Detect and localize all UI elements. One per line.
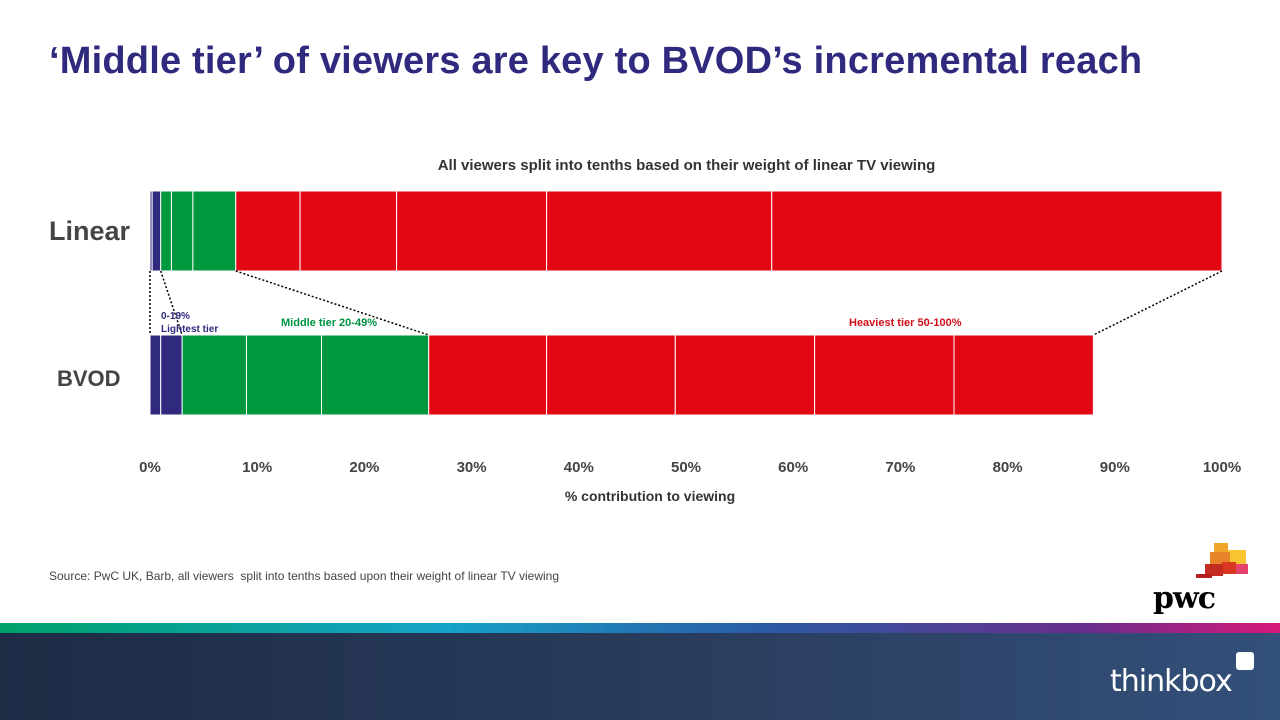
linear-segment-9 — [546, 190, 773, 272]
lightest-tier-label: 0-19% Lightest tier — [161, 310, 218, 336]
x-tick-label: 60% — [778, 459, 808, 476]
tier-connector-lines — [149, 270, 1223, 336]
bvod-segment-4 — [245, 334, 323, 416]
bvod-segment-3 — [181, 334, 247, 416]
linear-segment-2 — [151, 190, 162, 272]
x-tick-label: 80% — [993, 459, 1023, 476]
x-tick-label: 10% — [242, 459, 272, 476]
bvod-bar-group — [149, 334, 1094, 416]
x-axis-ticks: 0% 10% 20% 30% 40% 50% 60% 70% 80% 90% 100% — [139, 459, 1241, 476]
linear-bar-group — [149, 190, 1223, 272]
linear-segment-4 — [170, 190, 194, 272]
x-tick-label: 70% — [885, 459, 915, 476]
linear-segment-7 — [299, 190, 398, 272]
chart-subtitle: All viewers split into tenths based on t… — [437, 157, 936, 174]
x-tick-label: 40% — [564, 459, 594, 476]
lightest-tier-range: 0-19% — [161, 311, 190, 322]
bvod-segment-6 — [428, 334, 548, 416]
bvod-segment-1 — [149, 334, 162, 416]
bvod-segment-5 — [321, 334, 430, 416]
slide-title: ‘Middle tier’ of viewers are key to BVOD… — [49, 40, 1143, 82]
footer-band — [0, 633, 1280, 720]
x-tick-label: 50% — [671, 459, 701, 476]
thinkbox-logo-icon — [1236, 652, 1254, 670]
x-tick-label: 20% — [349, 459, 379, 476]
pwc-logo-text: pwc — [1153, 581, 1216, 616]
bvod-segment-8 — [674, 334, 816, 416]
bvod-segment-2 — [160, 334, 183, 416]
tier-connector-4 — [1093, 270, 1223, 336]
tier-connector-3 — [235, 270, 429, 336]
x-axis-title: % contribution to viewing — [564, 488, 736, 504]
linear-segment-10 — [771, 190, 1223, 272]
x-tick-label: 90% — [1100, 459, 1130, 476]
lightest-tier-name: Lightest tier — [161, 324, 219, 335]
linear-segment-3 — [160, 190, 172, 272]
row-label-bvod: BVOD — [57, 366, 121, 391]
stacked-bar-chart: 0% 10% 20% 30% 40% 50% 60% 70% 80% 90% 100% — [139, 190, 1241, 476]
x-tick-label: 30% — [457, 459, 487, 476]
linear-segment-8 — [396, 190, 548, 272]
heaviest-tier-label: Heaviest tier 50-100% — [849, 317, 962, 329]
x-tick-label: 100% — [1203, 459, 1241, 476]
bvod-segment-7 — [546, 334, 676, 416]
source-note: Source: PwC UK, Barb, all viewers split … — [49, 569, 560, 583]
linear-segment-5 — [192, 190, 237, 272]
x-tick-label: 0% — [139, 459, 161, 476]
bvod-segment-10 — [953, 334, 1094, 416]
pwc-logo-icon — [1196, 543, 1248, 578]
middle-tier-label: Middle tier 20-49% — [281, 317, 377, 329]
row-label-linear: Linear — [49, 216, 131, 246]
footer-color-stripe — [0, 623, 1280, 633]
tier-connector-2 — [160, 270, 183, 336]
bvod-segment-9 — [814, 334, 955, 416]
linear-segment-6 — [235, 190, 301, 272]
thinkbox-logo-text: thinkbox — [1110, 664, 1233, 699]
